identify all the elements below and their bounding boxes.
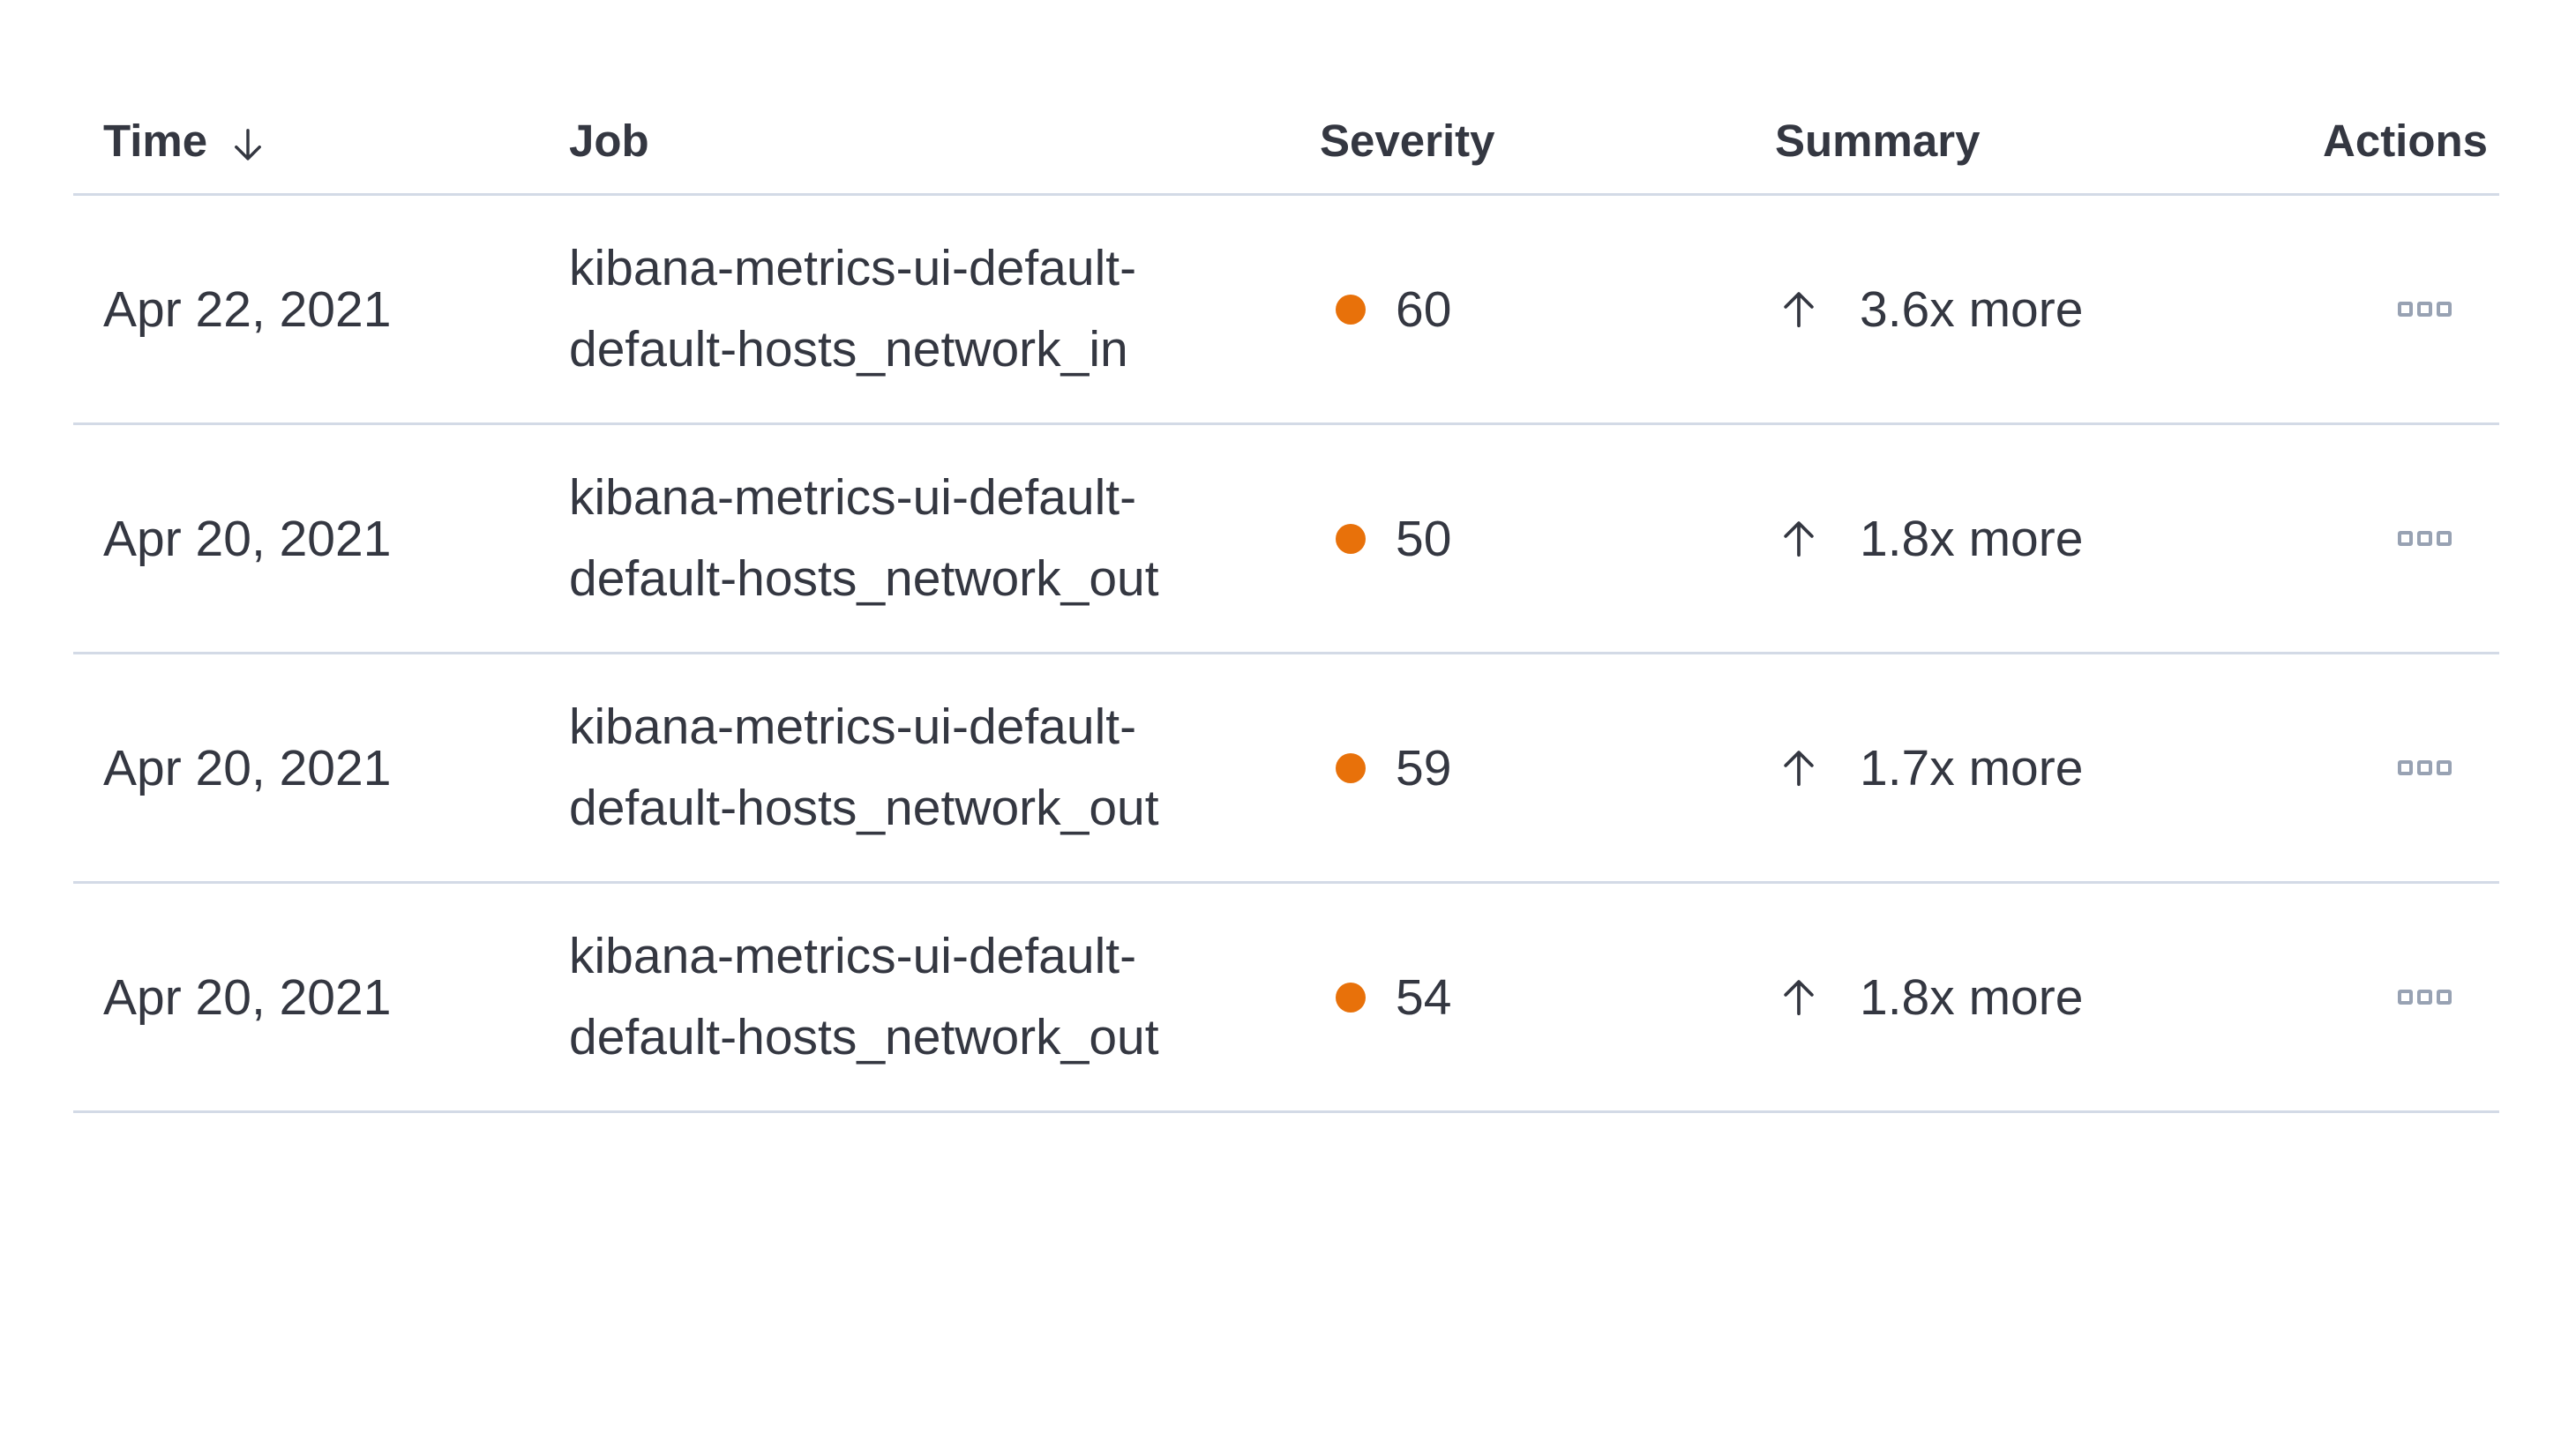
row-actions-button[interactable] [2393, 526, 2457, 551]
boxes-horizontal-icon [2398, 531, 2452, 546]
anomaly-summary: 1.7x more [1745, 739, 2293, 797]
sort-descending-icon [227, 123, 269, 166]
anomaly-severity: 59 [1290, 739, 1745, 797]
anomaly-time: Apr 22, 2021 [103, 280, 392, 338]
severity-score: 54 [1396, 968, 1452, 1026]
severity-score: 60 [1396, 280, 1452, 338]
severity-dot-icon [1336, 523, 1366, 554]
table-row: Apr 20, 2021 kibana-metrics-ui-default-d… [73, 884, 2499, 1113]
anomaly-actions [2293, 984, 2499, 1010]
arrow-up-icon [1775, 515, 1823, 563]
boxes-horizontal-icon [2398, 990, 2452, 1005]
summary-text: 1.8x more [1860, 510, 2084, 567]
row-actions-button[interactable] [2393, 984, 2457, 1010]
table-header-row: Time Job Severity Summary Actions [73, 88, 2499, 196]
column-header-time-label: Time [103, 116, 208, 166]
anomaly-time: Apr 20, 2021 [103, 739, 392, 796]
anomaly-severity: 54 [1290, 968, 1745, 1027]
anomaly-severity: 60 [1290, 280, 1745, 339]
arrow-up-icon [1775, 974, 1823, 1021]
anomaly-time: Apr 20, 2021 [103, 510, 392, 567]
column-header-severity-label: Severity [1320, 116, 1495, 166]
column-header-time[interactable]: Time [73, 115, 539, 167]
severity-score: 59 [1396, 739, 1452, 796]
anomaly-job-name: kibana-metrics-ui-default-default-hosts_… [569, 928, 1159, 1065]
column-header-actions-label: Actions [2323, 116, 2489, 166]
anomaly-job-name: kibana-metrics-ui-default-default-hosts_… [569, 240, 1137, 377]
column-header-job-label: Job [569, 116, 649, 166]
column-header-summary-label: Summary [1775, 116, 1981, 166]
summary-text: 1.8x more [1860, 968, 2084, 1026]
arrow-up-icon [1775, 744, 1823, 792]
column-header-summary: Summary [1745, 115, 2293, 167]
column-header-severity: Severity [1290, 115, 1745, 167]
column-header-actions: Actions [2293, 115, 2499, 167]
arrow-up-icon [1775, 286, 1823, 333]
boxes-horizontal-icon [2398, 302, 2452, 317]
severity-dot-icon [1336, 982, 1366, 1013]
column-header-job: Job [539, 115, 1290, 167]
summary-text: 3.6x more [1860, 280, 2084, 338]
anomalies-table: Time Job Severity Summary Actions Apr 22… [73, 88, 2499, 1113]
anomaly-severity: 50 [1290, 510, 1745, 568]
severity-dot-icon [1336, 294, 1366, 325]
anomaly-actions [2293, 755, 2499, 781]
severity-score: 50 [1396, 510, 1452, 567]
table-row: Apr 20, 2021 kibana-metrics-ui-default-d… [73, 654, 2499, 884]
boxes-horizontal-icon [2398, 760, 2452, 775]
anomaly-job-name: kibana-metrics-ui-default-default-hosts_… [569, 469, 1159, 607]
anomaly-summary: 3.6x more [1745, 280, 2293, 339]
anomaly-job-name: kibana-metrics-ui-default-default-hosts_… [569, 699, 1159, 836]
anomaly-actions [2293, 296, 2499, 322]
row-actions-button[interactable] [2393, 755, 2457, 781]
anomaly-actions [2293, 526, 2499, 551]
anomaly-time: Apr 20, 2021 [103, 968, 392, 1026]
anomaly-summary: 1.8x more [1745, 968, 2293, 1027]
table-row: Apr 22, 2021 kibana-metrics-ui-default-d… [73, 196, 2499, 425]
anomaly-summary: 1.8x more [1745, 510, 2293, 568]
summary-text: 1.7x more [1860, 739, 2084, 796]
severity-dot-icon [1336, 752, 1366, 783]
table-row: Apr 20, 2021 kibana-metrics-ui-default-d… [73, 425, 2499, 654]
row-actions-button[interactable] [2393, 296, 2457, 322]
